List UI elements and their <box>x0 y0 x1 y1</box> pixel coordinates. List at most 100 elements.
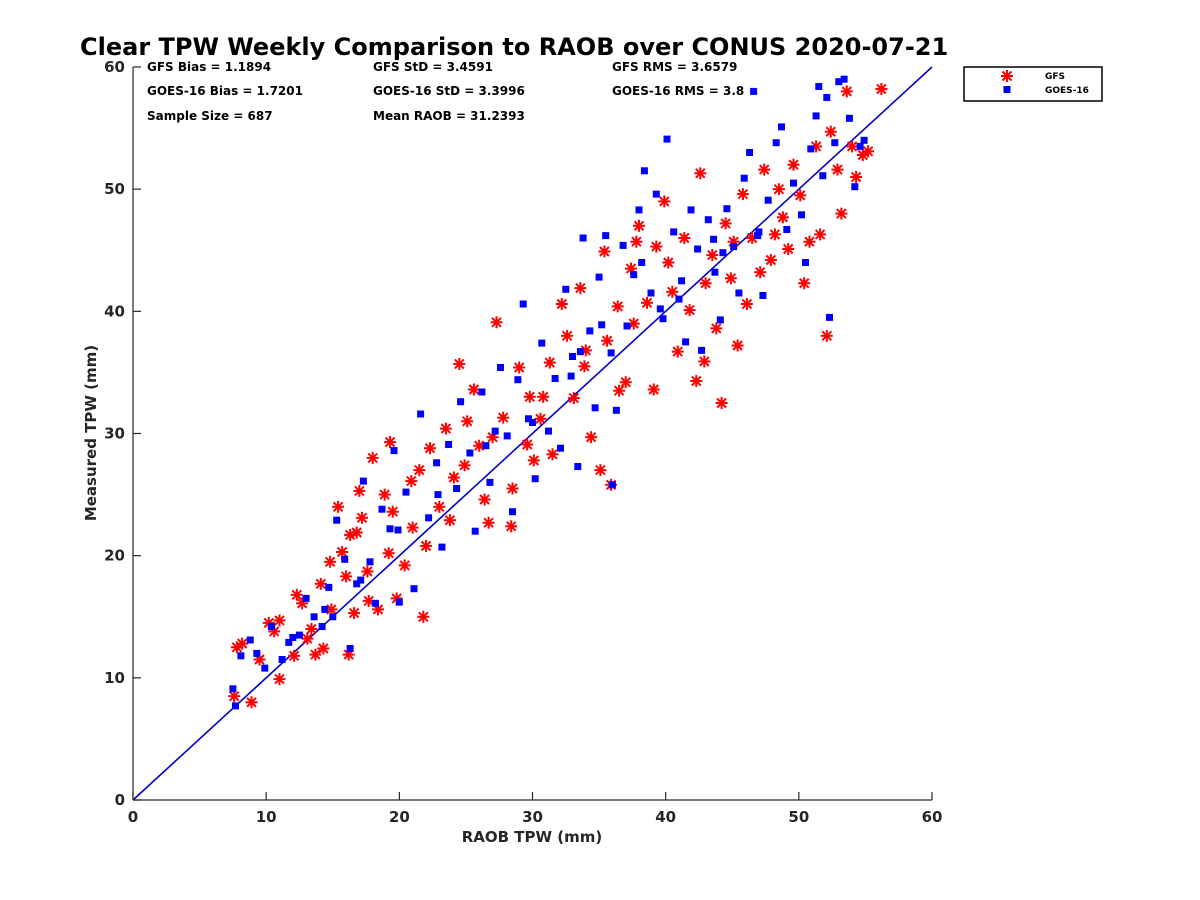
goes-16-point <box>378 505 386 513</box>
chart-title: Clear TPW Weekly Comparison to RAOB over… <box>80 33 948 61</box>
stat-sample-size: Sample Size = 687 <box>147 109 273 123</box>
goes-16-point <box>790 179 797 187</box>
goes-16-point <box>357 576 365 584</box>
goes-16-point <box>607 349 615 357</box>
gfs-point <box>273 614 286 627</box>
gfs-point <box>314 577 327 590</box>
goes-16-point <box>386 525 394 533</box>
goes-16-point <box>586 327 594 335</box>
goes-16-point <box>574 463 582 470</box>
goes-16-point <box>394 526 402 534</box>
gfs-point <box>361 565 374 578</box>
one-to-one-line <box>132 66 933 801</box>
goes-16-point <box>595 273 603 281</box>
goes-16-point <box>229 685 237 693</box>
gfs-point <box>506 482 519 495</box>
gfs-point <box>332 500 345 513</box>
goes-16-point <box>856 142 864 150</box>
goes-16-point <box>719 249 727 257</box>
goes-16-point <box>232 702 239 710</box>
goes-16-point <box>318 623 326 630</box>
gfs-point <box>340 570 353 583</box>
gfs-point <box>846 140 859 153</box>
goes-16-point <box>366 558 374 566</box>
gfs-point <box>366 451 379 464</box>
legend-goes-label: GOES-16 <box>1045 86 1089 96</box>
gfs-point <box>245 696 258 709</box>
goes-16-point <box>237 652 245 660</box>
gfs-point <box>567 392 580 405</box>
goes-16-point <box>826 313 833 321</box>
goes-16-point <box>514 376 522 384</box>
goes-16-point <box>491 427 499 435</box>
goes-16-point <box>812 112 820 120</box>
gfs-point <box>715 397 728 409</box>
gfs-point <box>671 345 684 358</box>
goes-16-point <box>670 228 678 236</box>
goes-16-point <box>471 527 479 535</box>
goes-16-point <box>831 139 839 147</box>
goes-16-point <box>678 277 686 285</box>
gfs-point <box>698 355 711 368</box>
goes-16-point <box>675 295 683 303</box>
goes-16-point <box>310 613 318 621</box>
goes-16-point <box>525 415 532 423</box>
goes-16-point <box>807 145 815 153</box>
goes-16-point <box>704 216 712 224</box>
gfs-point <box>513 361 526 374</box>
goes-16-point <box>845 114 853 122</box>
gfs-point <box>662 256 675 269</box>
goes-16-point <box>557 444 564 452</box>
goes-16-point <box>519 300 527 308</box>
gfs-point <box>754 266 767 279</box>
goes-16-point <box>682 338 690 346</box>
gfs-point <box>546 448 559 461</box>
goes-16-point <box>433 459 441 467</box>
gfs-point <box>641 296 653 309</box>
gfs-point <box>731 339 744 352</box>
legend-gfs-marker-icon <box>1001 70 1013 82</box>
goes-16-point <box>755 228 763 236</box>
goes-16-point <box>851 183 859 191</box>
goes-16-point <box>486 478 494 486</box>
goes-16-point <box>638 259 646 266</box>
goes-16-point <box>353 580 361 588</box>
gfs-point <box>236 637 249 650</box>
gfs-point <box>478 493 491 506</box>
gfs-point <box>497 411 510 424</box>
gfs-point <box>433 500 446 513</box>
gfs-point <box>803 235 816 248</box>
goes-16-point <box>478 388 486 396</box>
goes-16-point <box>371 599 379 607</box>
gfs-point <box>594 464 607 477</box>
y-tick-label: 50 <box>104 180 125 198</box>
y-axis-label: Measured TPW (mm) <box>82 345 100 521</box>
x-tick-label: 10 <box>256 808 277 826</box>
stat-goes-std: GOES-16 StD = 3.3996 <box>373 84 525 98</box>
goes-16-point <box>860 136 868 144</box>
goes-16-point <box>417 410 425 418</box>
gfs-point <box>467 383 480 396</box>
goes-16-point <box>612 406 620 414</box>
goes-16-point <box>333 516 341 524</box>
gfs-point <box>406 521 419 534</box>
goes-16-point <box>261 664 269 672</box>
goes-16-point <box>652 190 660 198</box>
gfs-point <box>543 356 556 369</box>
goes-16-point <box>723 205 731 213</box>
gfs-point <box>814 228 827 241</box>
goes-16-point <box>647 289 655 297</box>
gfs-point <box>317 642 330 655</box>
goes-16-point <box>329 613 337 621</box>
gfs-point <box>650 240 663 253</box>
gfs-point <box>613 384 626 397</box>
goes-16-point <box>750 87 758 95</box>
gfs-point <box>782 243 795 255</box>
goes-16-point <box>687 206 695 214</box>
goes-16-point <box>410 585 418 593</box>
marks-layer <box>228 75 888 710</box>
gfs-point <box>574 282 587 295</box>
gfs-point <box>505 520 518 533</box>
goes-16-point <box>840 75 848 83</box>
x-axis-label: RAOB TPW (mm) <box>462 828 603 846</box>
